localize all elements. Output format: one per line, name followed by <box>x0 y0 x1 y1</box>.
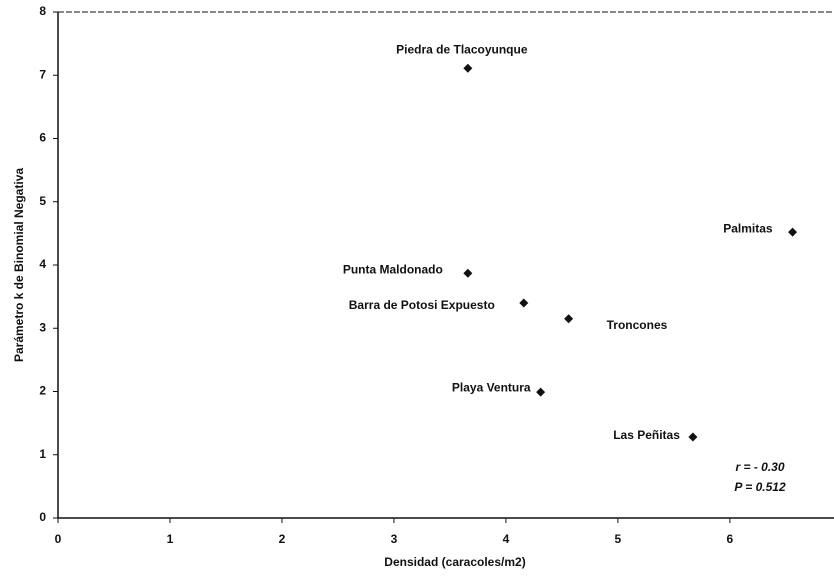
x-tick-label: 5 <box>615 532 622 546</box>
point-label: Las Peñitas <box>613 428 680 442</box>
point <box>788 227 798 237</box>
point <box>536 387 546 397</box>
y-tick-label: 3 <box>39 320 46 334</box>
y-tick-label: 6 <box>39 131 46 145</box>
x-tick-label: 6 <box>727 532 734 546</box>
y-tick-label: 5 <box>39 194 46 208</box>
x-tick-label: 0 <box>55 532 62 546</box>
y-axis-label: Parámetro k de Binomial Negativa <box>12 168 26 362</box>
point <box>519 298 529 308</box>
point <box>564 314 574 324</box>
point-label: Palmitas <box>723 221 773 235</box>
annotation: r = - 0.30 <box>735 460 784 474</box>
annotation: P = 0.512 <box>734 480 786 494</box>
y-tick-label: 4 <box>39 257 46 271</box>
x-tick-label: 2 <box>279 532 286 546</box>
point <box>463 63 473 73</box>
y-tick-label: 8 <box>39 4 46 18</box>
x-tick-label: 1 <box>167 532 174 546</box>
y-tick-label: 1 <box>39 447 46 461</box>
x-tick-label: 4 <box>503 532 510 546</box>
point-label: Troncones <box>607 318 668 332</box>
point-label: Piedra de Tlacoyunque <box>396 42 528 56</box>
point <box>688 432 698 442</box>
x-axis-label: Densidad (caracoles/m2) <box>384 555 525 569</box>
x-tick-label: 3 <box>391 532 398 546</box>
point <box>463 268 473 278</box>
point-label: Playa Ventura <box>452 380 531 394</box>
point-label: Punta Maldonado <box>343 262 443 276</box>
y-tick-label: 2 <box>39 384 46 398</box>
y-tick-label: 7 <box>39 67 46 81</box>
point-label: Barra de Potosi Expuesto <box>349 298 495 312</box>
y-tick-label: 0 <box>39 510 46 524</box>
